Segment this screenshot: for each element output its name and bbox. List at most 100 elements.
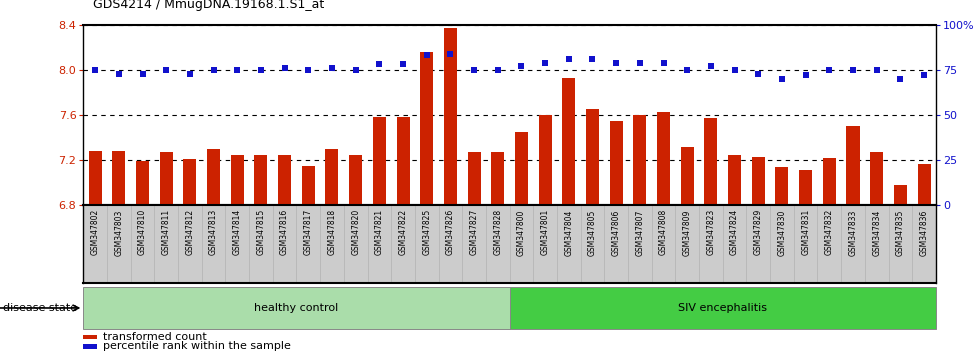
Text: GSM347815: GSM347815	[257, 209, 266, 256]
Text: healthy control: healthy control	[255, 303, 338, 313]
Point	[276, 65, 292, 71]
Bar	[88, 151, 102, 205]
Bar	[847, 126, 859, 205]
Bar	[917, 164, 931, 205]
Bar	[633, 115, 647, 205]
Bar	[514, 132, 528, 205]
Text: GSM347826: GSM347826	[446, 209, 455, 256]
Text: GSM347803: GSM347803	[115, 209, 123, 256]
Point	[159, 67, 174, 73]
Point	[798, 73, 813, 78]
Text: GSM347827: GSM347827	[469, 209, 478, 256]
Point	[111, 71, 126, 76]
Text: GSM347828: GSM347828	[493, 209, 503, 255]
Text: GSM347811: GSM347811	[162, 209, 171, 255]
Bar	[894, 185, 906, 205]
Bar	[705, 119, 717, 205]
Point	[229, 67, 245, 73]
Point	[632, 60, 648, 65]
Point	[585, 56, 601, 62]
Bar	[586, 109, 599, 205]
Text: GSM347800: GSM347800	[516, 209, 526, 256]
Text: disease state: disease state	[3, 303, 77, 313]
Bar	[372, 117, 386, 205]
Text: GSM347805: GSM347805	[588, 209, 597, 256]
Text: GSM347817: GSM347817	[304, 209, 313, 256]
Point	[537, 60, 553, 65]
Point	[418, 53, 434, 58]
Text: GSM347812: GSM347812	[185, 209, 194, 255]
Text: GSM347806: GSM347806	[612, 209, 620, 256]
Point	[466, 67, 482, 73]
Text: percentile rank within the sample: percentile rank within the sample	[103, 341, 291, 351]
Text: GSM347813: GSM347813	[209, 209, 219, 256]
Point	[609, 60, 624, 65]
Bar	[799, 170, 812, 205]
Text: GSM347816: GSM347816	[280, 209, 289, 256]
Text: GSM347801: GSM347801	[541, 209, 550, 256]
Bar	[752, 157, 764, 205]
Text: GSM347834: GSM347834	[872, 209, 881, 256]
Point	[916, 73, 932, 78]
Text: GSM347808: GSM347808	[659, 209, 668, 256]
Bar	[183, 159, 196, 205]
Text: GSM347804: GSM347804	[564, 209, 573, 256]
Point	[751, 71, 766, 76]
Bar	[83, 344, 97, 349]
Point	[774, 76, 790, 82]
Text: GSM347820: GSM347820	[351, 209, 361, 256]
Bar	[349, 155, 363, 205]
Bar	[467, 152, 480, 205]
Bar	[136, 161, 149, 205]
Bar	[113, 151, 125, 205]
Point	[87, 67, 103, 73]
Text: GSM347824: GSM347824	[730, 209, 739, 256]
Point	[490, 67, 506, 73]
Text: GDS4214 / MmugDNA.19168.1.S1_at: GDS4214 / MmugDNA.19168.1.S1_at	[93, 0, 324, 11]
Text: transformed count: transformed count	[103, 332, 207, 342]
Bar	[160, 152, 172, 205]
Point	[301, 67, 317, 73]
Point	[514, 63, 529, 69]
Text: GSM347821: GSM347821	[374, 209, 384, 255]
Text: GSM347833: GSM347833	[849, 209, 858, 256]
Point	[561, 56, 576, 62]
Text: GSM347822: GSM347822	[399, 209, 408, 255]
Bar	[681, 147, 694, 205]
Point	[206, 67, 221, 73]
Text: GSM347818: GSM347818	[327, 209, 336, 255]
Bar	[539, 115, 552, 205]
Bar	[397, 117, 410, 205]
Point	[253, 67, 269, 73]
Point	[845, 67, 860, 73]
Point	[679, 67, 695, 73]
Text: GSM347831: GSM347831	[801, 209, 810, 256]
Bar	[278, 155, 291, 205]
Point	[727, 67, 743, 73]
Text: GSM347809: GSM347809	[683, 209, 692, 256]
Point	[869, 67, 885, 73]
Bar	[207, 149, 220, 205]
Point	[134, 71, 150, 76]
Point	[656, 60, 671, 65]
Bar	[823, 158, 836, 205]
Text: SIV encephalitis: SIV encephalitis	[678, 303, 767, 313]
Bar	[870, 152, 883, 205]
Point	[371, 62, 387, 67]
Text: GSM347814: GSM347814	[232, 209, 242, 256]
Bar	[83, 335, 97, 339]
Text: GSM347825: GSM347825	[422, 209, 431, 256]
Bar	[325, 149, 338, 205]
Point	[443, 51, 459, 57]
Text: GSM347823: GSM347823	[707, 209, 715, 256]
Bar	[420, 52, 433, 205]
Point	[348, 67, 364, 73]
Bar	[728, 155, 741, 205]
Bar	[610, 121, 622, 205]
Bar	[83, 287, 510, 329]
Bar	[444, 28, 457, 205]
Bar	[563, 78, 575, 205]
Text: GSM347832: GSM347832	[825, 209, 834, 256]
Bar	[230, 155, 244, 205]
Text: GSM347830: GSM347830	[777, 209, 787, 256]
